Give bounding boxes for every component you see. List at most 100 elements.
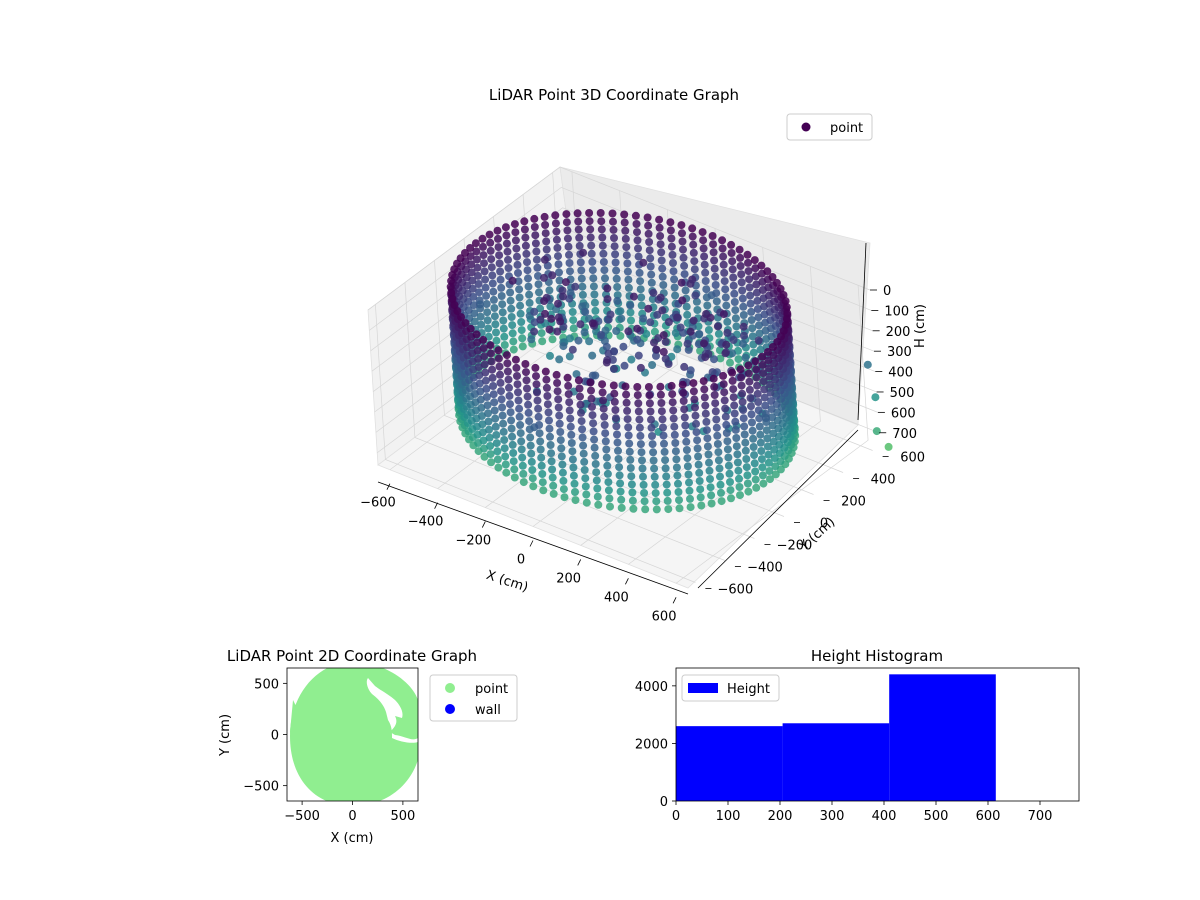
cloud-point (543, 400, 552, 409)
cloud-point (751, 475, 760, 484)
cloud-point (624, 423, 633, 432)
cloud-point (644, 221, 653, 230)
cloud-point (740, 422, 749, 431)
x-tick-label-2d: 0 (348, 809, 356, 824)
cloud-point (701, 277, 710, 285)
cloud-point (635, 415, 644, 424)
cloud-point (693, 306, 702, 314)
cloud-point (647, 415, 655, 424)
cloud-point (487, 458, 496, 467)
cloud-point (684, 470, 693, 479)
cloud-point (738, 294, 747, 303)
cloud-point (633, 236, 642, 245)
cloud-point (671, 439, 680, 447)
cloud-point (731, 425, 740, 434)
cloud-point (729, 393, 738, 402)
y-tick-label-2d: 0 (271, 729, 279, 744)
cloud-point (768, 421, 777, 430)
cloud-point (631, 211, 640, 220)
cloud-point (532, 255, 541, 264)
cloud-point (594, 500, 603, 509)
cloud-point (711, 272, 720, 281)
cloud-point (722, 420, 731, 429)
cloud-point (633, 383, 642, 391)
y-axis-label-2d: Y (cm) (218, 714, 233, 757)
cloud-point (574, 376, 583, 385)
cloud-point (752, 280, 761, 289)
cloud-point (639, 258, 648, 267)
cloud-point (663, 488, 672, 497)
cloud-point (660, 439, 668, 448)
cloud-point (515, 412, 524, 421)
cloud-point (472, 247, 481, 256)
cloud-point (508, 432, 517, 441)
cloud-point (585, 209, 594, 217)
cloud-point (565, 294, 574, 303)
cloud-point (559, 485, 568, 494)
cloud-point (447, 276, 456, 285)
cloud-point (680, 261, 689, 270)
cloud-point (524, 274, 532, 283)
cloud-point (535, 429, 544, 438)
cloud-point (708, 232, 717, 240)
cloud-point (615, 471, 624, 480)
cloud-point (711, 281, 720, 289)
cloud-point (718, 244, 727, 253)
cloud-point (577, 417, 586, 426)
cloud-point (680, 405, 689, 414)
cloud-point (756, 438, 765, 447)
cloud-point (488, 279, 497, 288)
cloud-point (633, 324, 642, 333)
legend-2d: point wall (429, 674, 518, 722)
cloud-point (737, 270, 746, 279)
cloud-point (559, 292, 567, 301)
cloud-point (506, 408, 515, 417)
cloud-point (480, 267, 489, 276)
cloud-point (641, 505, 650, 514)
cloud-point (667, 234, 676, 243)
cloud-point (608, 355, 617, 364)
z-tick-label-3d: 400 (888, 366, 913, 381)
x-tick-label-3d: 0 (517, 553, 525, 568)
cloud-point (480, 352, 489, 361)
y-axis-label-3d: Y (cm) (796, 515, 838, 555)
cloud-point (528, 474, 537, 483)
y-tick-label-3d: −200 (777, 539, 813, 554)
cloud-point (637, 301, 646, 310)
cloud-point (730, 401, 739, 410)
cloud-point (505, 391, 514, 400)
cloud-point (677, 278, 686, 287)
cloud-point (540, 212, 549, 221)
cloud-point (703, 434, 712, 443)
cloud-point (483, 316, 492, 325)
cloud-point (563, 226, 572, 235)
cloud-point (754, 398, 763, 406)
cloud-point (623, 406, 632, 415)
cloud-point (722, 301, 731, 310)
cloud-point (474, 280, 483, 288)
cloud-point (492, 439, 501, 448)
cloud-point (659, 423, 667, 432)
cloud-point (604, 349, 613, 358)
cloud-point (601, 429, 610, 438)
cloud-point (490, 406, 499, 415)
cloud-point (638, 456, 646, 465)
cloud-point (677, 221, 686, 230)
cloud-point (639, 480, 648, 489)
cloud-point (589, 274, 598, 283)
cloud-point (670, 283, 679, 292)
cloud-point (497, 283, 506, 292)
cloud-point (494, 463, 503, 472)
cloud-point (684, 345, 693, 354)
cloud-point (482, 393, 491, 401)
cloud-point (759, 369, 768, 378)
cloud-point (581, 308, 590, 316)
x-tick-label-hist: 400 (872, 809, 897, 824)
cloud-point (448, 294, 457, 303)
cloud-point (612, 274, 621, 283)
cloud-point (485, 230, 494, 239)
cloud-point (585, 217, 594, 226)
y-tick-label-2d: −500 (243, 780, 279, 795)
cloud-point (752, 288, 761, 297)
legend-3d: point (786, 113, 873, 141)
